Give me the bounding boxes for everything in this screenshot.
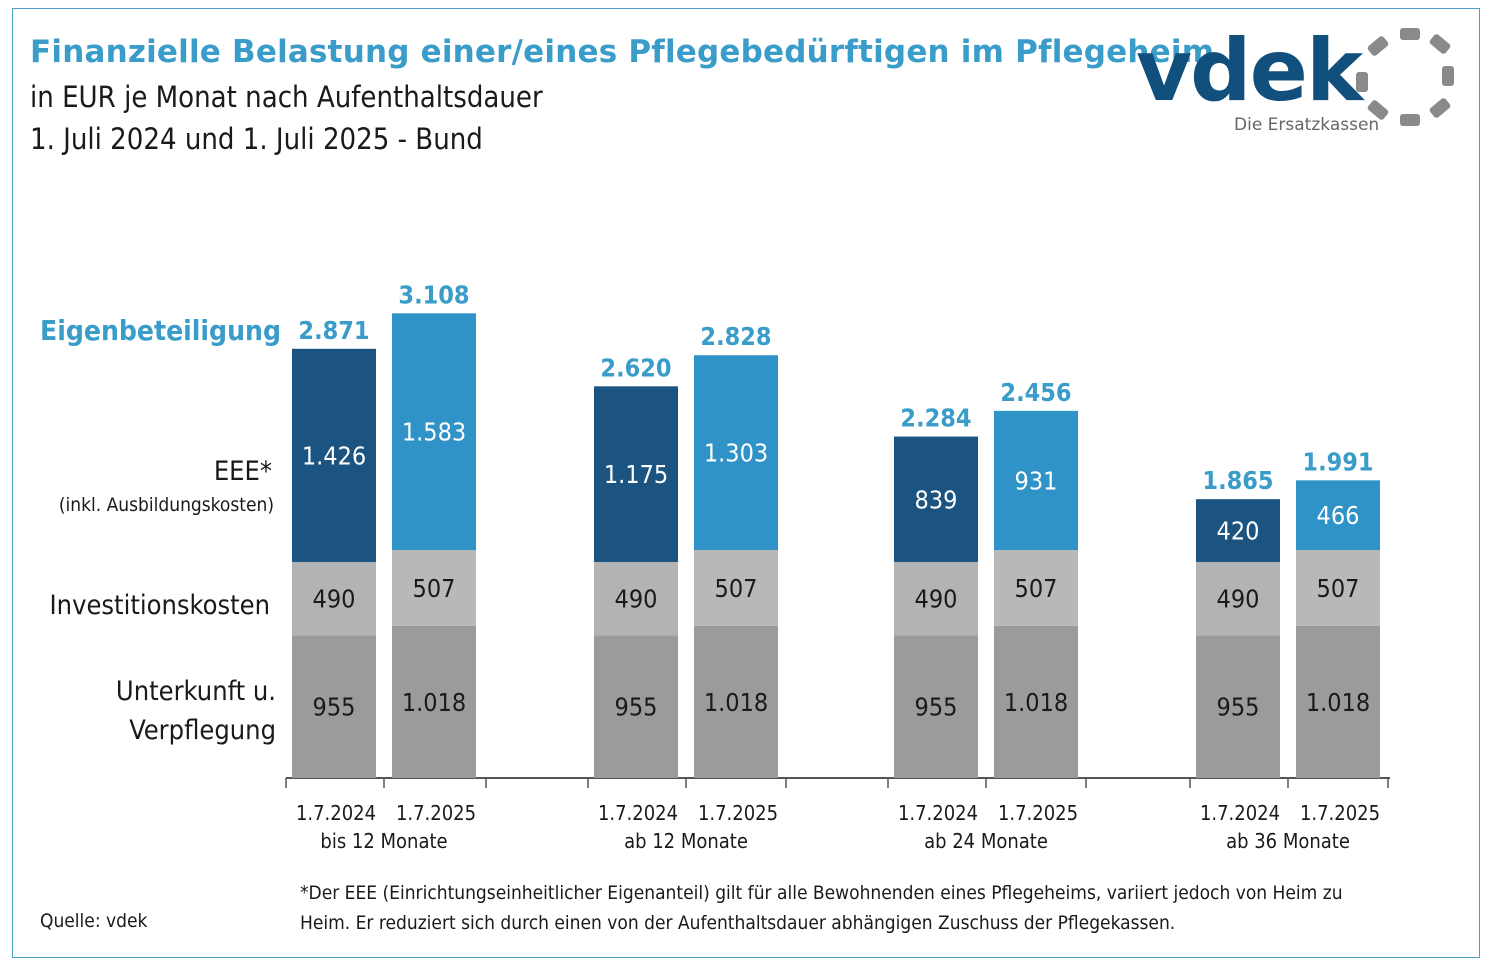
bar-segment-investition bbox=[292, 561, 376, 636]
bar-total-label: 1.991 bbox=[1302, 447, 1373, 476]
bar-segment-unterkunft bbox=[392, 625, 476, 778]
legend-unterkunft-line2: Verpflegung bbox=[129, 715, 276, 746]
vdek-logo: vdek Die Ersatzkassen bbox=[1130, 22, 1470, 142]
bar-total-label: 2.456 bbox=[1000, 378, 1071, 407]
bar-segment-unterkunft bbox=[894, 635, 978, 778]
bar-value-label: 490 bbox=[1217, 585, 1260, 614]
bar-segment-investition bbox=[392, 550, 476, 626]
legend-eigenbeteiligung: Eigenbeteiligung bbox=[40, 314, 281, 347]
bar-value-label: 490 bbox=[915, 585, 958, 614]
bar-segment-investition bbox=[1196, 561, 1280, 636]
chart-frame bbox=[12, 8, 1480, 958]
bar-value-label: 466 bbox=[1317, 501, 1360, 530]
bar-segment-unterkunft bbox=[694, 625, 778, 778]
x-tick-label: 1.7.2024 bbox=[296, 801, 376, 825]
bar-segment-investition bbox=[994, 550, 1078, 626]
x-group-label: ab 36 Monate bbox=[1226, 829, 1350, 853]
x-tick-label: 1.7.2024 bbox=[898, 801, 978, 825]
bar-segment-unterkunft bbox=[1296, 625, 1380, 778]
x-group-label: bis 12 Monate bbox=[320, 829, 447, 853]
chart-date-range: 1. Juli 2024 und 1. Juli 2025 - Bund bbox=[30, 122, 483, 156]
x-tick-label: 1.7.2024 bbox=[1200, 801, 1280, 825]
bar-value-label: 1.426 bbox=[302, 441, 366, 470]
legend-eee: EEE* bbox=[213, 456, 272, 487]
bar-value-label: 1.018 bbox=[1004, 688, 1068, 717]
x-tick-label: 1.7.2025 bbox=[1300, 801, 1380, 825]
x-tick-label: 1.7.2025 bbox=[396, 801, 476, 825]
bar-value-label: 839 bbox=[915, 485, 958, 514]
bar-segment-investition bbox=[1296, 550, 1380, 626]
bar-value-label: 1.303 bbox=[704, 439, 768, 468]
bar-segment-unterkunft bbox=[292, 635, 376, 778]
bar-segment-eee bbox=[1296, 480, 1380, 551]
legend-eee-note: (inkl. Ausbildungskosten) bbox=[58, 494, 274, 516]
footnote: *Der EEE (Einrichtungseinheitlicher Eige… bbox=[300, 882, 1343, 934]
source-label: Quelle: vdek bbox=[40, 910, 148, 932]
bar-value-label: 955 bbox=[615, 693, 658, 722]
bar-value-label: 507 bbox=[413, 574, 456, 603]
bar-total-label: 2.620 bbox=[600, 353, 671, 382]
bar-total-label: 2.871 bbox=[298, 316, 369, 345]
bar-value-label: 955 bbox=[1217, 693, 1260, 722]
bar-value-label: 507 bbox=[1317, 574, 1360, 603]
bar-segment-investition bbox=[594, 561, 678, 636]
bar-value-label: 1.018 bbox=[1306, 688, 1370, 717]
bar-value-label: 507 bbox=[715, 574, 758, 603]
bar-value-label: 955 bbox=[915, 693, 958, 722]
bar-value-label: 1.018 bbox=[402, 688, 466, 717]
bar-segment-eee bbox=[392, 313, 476, 551]
x-group-label: ab 12 Monate bbox=[624, 829, 748, 853]
legend-investitionskosten: Investitionskosten bbox=[49, 590, 270, 621]
x-tick-label: 1.7.2025 bbox=[698, 801, 778, 825]
bar-segment-eee bbox=[594, 386, 678, 562]
bar-value-label: 1.018 bbox=[704, 688, 768, 717]
bar-segment-investition bbox=[894, 561, 978, 636]
bar-segment-eee bbox=[894, 436, 978, 562]
bar-value-label: 420 bbox=[1217, 517, 1260, 546]
bar-total-label: 2.828 bbox=[700, 322, 771, 351]
bar-segment-eee bbox=[1196, 499, 1280, 562]
chart-title: Finanzielle Belastung einer/eines Pflege… bbox=[30, 34, 1215, 70]
bar-segment-unterkunft bbox=[1196, 635, 1280, 778]
bar-total-label: 1.865 bbox=[1202, 466, 1273, 495]
bar-segment-eee bbox=[292, 348, 376, 562]
bar-value-label: 490 bbox=[615, 585, 658, 614]
x-tick-label: 1.7.2024 bbox=[598, 801, 678, 825]
bar-total-label: 3.108 bbox=[398, 280, 469, 309]
bar-segment-eee bbox=[994, 410, 1078, 551]
bar-value-label: 490 bbox=[313, 585, 356, 614]
logo-wordmark: vdek bbox=[1136, 21, 1363, 121]
x-group-label: ab 24 Monate bbox=[924, 829, 1048, 853]
bar-value-label: 1.175 bbox=[604, 460, 668, 489]
bar-segment-unterkunft bbox=[594, 635, 678, 778]
chart-subtitle: in EUR je Monat nach Aufenthaltsdauer bbox=[30, 80, 543, 114]
logo-ring-icon bbox=[1356, 28, 1454, 126]
bar-value-label: 955 bbox=[313, 693, 356, 722]
x-tick-label: 1.7.2025 bbox=[998, 801, 1078, 825]
bar-segment-unterkunft bbox=[994, 625, 1078, 778]
bar-segment-eee bbox=[694, 355, 778, 551]
bar-segment-investition bbox=[694, 550, 778, 626]
legend-unterkunft-line1: Unterkunft u. bbox=[115, 676, 276, 707]
logo-tagline: Die Ersatzkassen bbox=[1234, 115, 1380, 135]
bar-value-label: 931 bbox=[1015, 466, 1058, 495]
bar-total-label: 2.284 bbox=[900, 404, 971, 433]
bar-value-label: 507 bbox=[1015, 574, 1058, 603]
bar-value-label: 1.583 bbox=[402, 418, 466, 447]
